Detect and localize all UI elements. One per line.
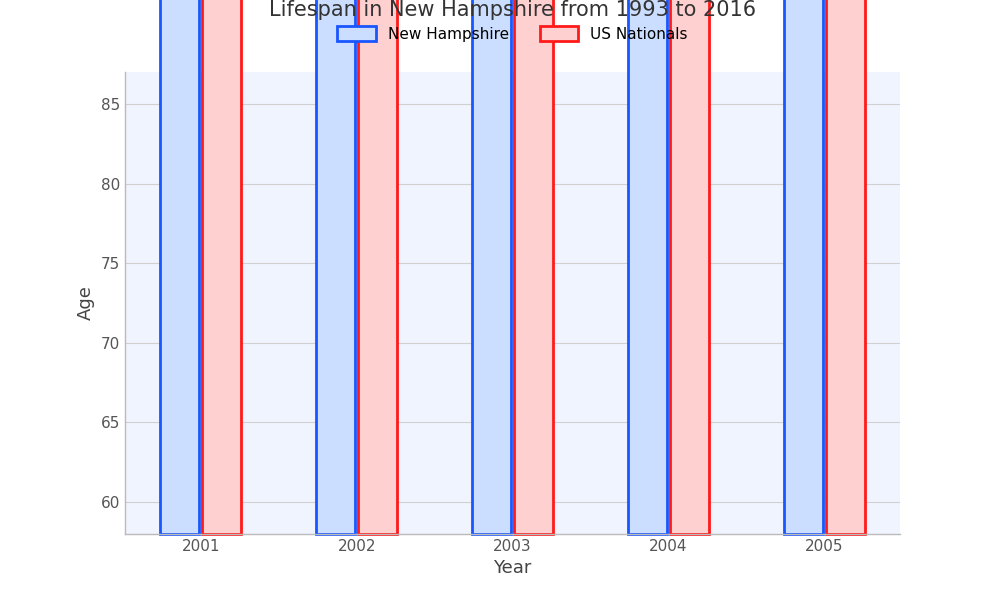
Bar [514, 0, 553, 534]
Title: Lifespan in New Hampshire from 1993 to 2016: Lifespan in New Hampshire from 1993 to 2… [269, 1, 756, 20]
Bar [202, 0, 241, 534]
Bar [670, 0, 709, 534]
Bar [160, 0, 199, 534]
Bar [826, 0, 865, 534]
X-axis label: Year: Year [493, 559, 532, 577]
Bar [316, 0, 355, 534]
Legend: New Hampshire, US Nationals: New Hampshire, US Nationals [331, 20, 694, 48]
Bar [784, 0, 823, 534]
Y-axis label: Age: Age [77, 286, 95, 320]
Bar [628, 0, 667, 534]
Bar [358, 0, 397, 534]
Bar [472, 0, 511, 534]
